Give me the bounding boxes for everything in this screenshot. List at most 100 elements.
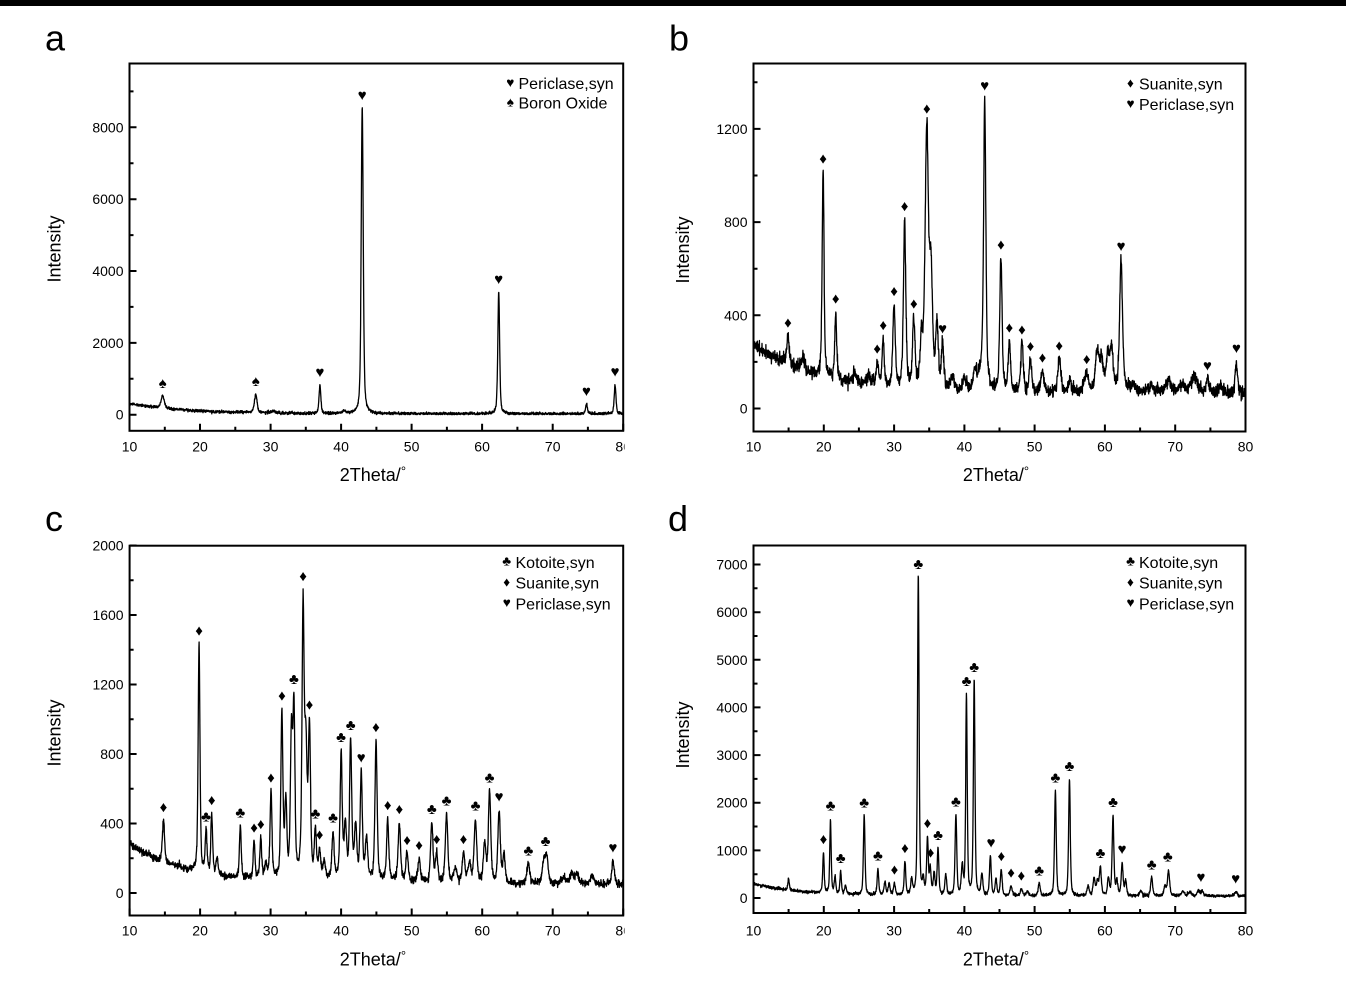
svg-text:1000: 1000 <box>716 842 747 858</box>
svg-text:♥: ♥ <box>1117 238 1126 255</box>
svg-text:♣: ♣ <box>502 554 511 569</box>
svg-text:80: 80 <box>1238 923 1254 939</box>
svg-text:2Theta/°: 2Theta/° <box>963 464 1029 486</box>
svg-text:4000: 4000 <box>92 263 123 279</box>
svg-text:70: 70 <box>1167 439 1183 455</box>
svg-text:♣: ♣ <box>235 804 245 821</box>
svg-text:♣: ♣ <box>336 729 346 746</box>
svg-text:♦: ♦ <box>879 317 887 334</box>
svg-text:♦: ♦ <box>250 819 258 836</box>
svg-text:♣: ♣ <box>1050 770 1060 787</box>
svg-text:♣: ♣ <box>485 770 495 787</box>
svg-text:♣: ♣ <box>836 850 846 867</box>
svg-text:♦: ♦ <box>1027 338 1035 355</box>
svg-text:0: 0 <box>740 401 748 417</box>
svg-text:♣: ♣ <box>1064 758 1074 775</box>
svg-text:♣: ♣ <box>541 833 551 850</box>
svg-text:♦: ♦ <box>891 862 899 879</box>
svg-text:♥: ♥ <box>582 383 591 400</box>
svg-text:♣: ♣ <box>471 798 481 815</box>
svg-text:1600: 1600 <box>92 607 123 623</box>
svg-text:♣: ♣ <box>913 556 923 573</box>
svg-text:70: 70 <box>545 923 561 939</box>
svg-text:♦: ♦ <box>433 831 441 848</box>
svg-text:♦: ♦ <box>1039 349 1047 366</box>
svg-text:5000: 5000 <box>716 652 747 668</box>
svg-text:♣: ♣ <box>1095 845 1105 862</box>
svg-text:60: 60 <box>474 439 490 455</box>
svg-text:10: 10 <box>746 439 762 455</box>
svg-text:♥: ♥ <box>980 77 989 94</box>
svg-text:c: c <box>45 498 63 539</box>
svg-text:♦: ♦ <box>1055 338 1063 355</box>
svg-text:♣: ♣ <box>962 673 972 690</box>
svg-text:♦: ♦ <box>1005 320 1013 337</box>
svg-text:40: 40 <box>333 439 349 455</box>
svg-text:♣: ♣ <box>826 797 836 814</box>
svg-text:20: 20 <box>816 439 832 455</box>
svg-text:♣: ♣ <box>951 794 961 811</box>
svg-text:80: 80 <box>1238 439 1254 455</box>
svg-text:40: 40 <box>957 439 973 455</box>
svg-text:♥: ♥ <box>1232 340 1241 357</box>
svg-text:♣: ♣ <box>201 809 211 826</box>
svg-text:♦: ♦ <box>910 296 918 313</box>
svg-text:♦: ♦ <box>372 719 380 736</box>
svg-text:♥: ♥ <box>315 364 324 381</box>
svg-text:♣: ♣ <box>427 801 437 818</box>
svg-text:♥: ♥ <box>506 75 514 90</box>
svg-text:♥: ♥ <box>357 749 366 766</box>
svg-text:400: 400 <box>100 816 124 832</box>
svg-text:♣: ♣ <box>1108 794 1118 811</box>
svg-text:♣: ♣ <box>1147 856 1157 873</box>
svg-text:♣: ♣ <box>1034 862 1044 879</box>
svg-text:40: 40 <box>333 923 349 939</box>
svg-text:♦: ♦ <box>1007 865 1015 882</box>
svg-text:♥: ♥ <box>495 788 504 805</box>
svg-text:♠: ♠ <box>159 375 167 392</box>
svg-text:20: 20 <box>192 439 208 455</box>
svg-text:80: 80 <box>615 439 631 455</box>
svg-text:♥: ♥ <box>358 87 367 104</box>
svg-text:80: 80 <box>615 923 631 939</box>
svg-text:20: 20 <box>816 923 832 939</box>
svg-text:Periclase,syn: Periclase,syn <box>1139 97 1234 114</box>
svg-text:♦: ♦ <box>503 574 510 589</box>
svg-text:♦: ♦ <box>901 840 909 857</box>
svg-text:Boron Oxide: Boron Oxide <box>519 96 608 113</box>
svg-text:♣: ♣ <box>933 827 943 844</box>
svg-text:50: 50 <box>404 439 420 455</box>
svg-text:30: 30 <box>263 439 279 455</box>
svg-text:800: 800 <box>724 214 748 230</box>
svg-text:♦: ♦ <box>927 844 935 861</box>
svg-text:♥: ♥ <box>938 321 947 338</box>
svg-text:♣: ♣ <box>969 659 979 676</box>
svg-text:♦: ♦ <box>195 623 203 640</box>
svg-text:♦: ♦ <box>901 198 909 215</box>
svg-text:6000: 6000 <box>716 604 747 620</box>
svg-text:♣: ♣ <box>1163 849 1173 866</box>
svg-text:♦: ♦ <box>1083 351 1091 368</box>
svg-text:♦: ♦ <box>160 799 168 816</box>
svg-text:♥: ♥ <box>611 364 620 381</box>
svg-text:6000: 6000 <box>92 191 123 207</box>
svg-text:8000: 8000 <box>92 119 123 135</box>
svg-text:Kotoite,syn: Kotoite,syn <box>516 555 595 572</box>
svg-text:♦: ♦ <box>460 831 468 848</box>
svg-text:♦: ♦ <box>784 315 792 332</box>
svg-text:♦: ♦ <box>819 151 827 168</box>
svg-text:Suanite,syn: Suanite,syn <box>516 576 600 593</box>
svg-text:0: 0 <box>116 407 124 423</box>
svg-text:2Theta/°: 2Theta/° <box>340 464 406 486</box>
svg-text:Periclase,syn: Periclase,syn <box>516 596 611 613</box>
svg-text:♥: ♥ <box>1126 96 1134 111</box>
svg-text:Intensity: Intensity <box>45 699 65 766</box>
svg-text:♦: ♦ <box>1017 868 1025 885</box>
svg-text:♥: ♥ <box>503 595 511 610</box>
svg-text:2000: 2000 <box>92 538 123 554</box>
svg-text:30: 30 <box>263 923 279 939</box>
svg-text:♦: ♦ <box>1018 322 1026 339</box>
svg-text:♦: ♦ <box>257 816 265 833</box>
svg-text:400: 400 <box>724 307 748 323</box>
svg-text:Suanite,syn: Suanite,syn <box>1139 77 1223 94</box>
